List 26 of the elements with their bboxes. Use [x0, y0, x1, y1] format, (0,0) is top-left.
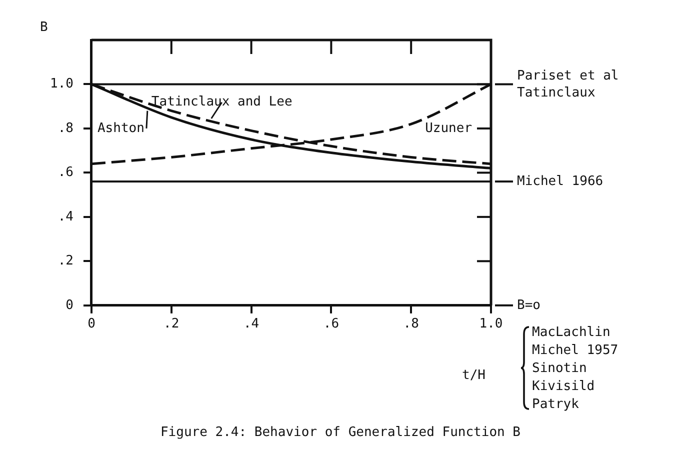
x-tick-label: .2	[164, 316, 180, 332]
y-tick-label: .8	[58, 120, 74, 136]
text: Sinotin	[532, 360, 588, 378]
x-tick-label: 0	[88, 316, 96, 332]
y-axis-title: B	[40, 20, 48, 35]
y-tick-label: 1.0	[50, 76, 74, 92]
y-tick-label: .4	[58, 209, 74, 224]
ref-line-label: Pariset et al Tatinclaux	[517, 68, 619, 101]
y-tick-label: .6	[58, 165, 74, 180]
series-label: Uzuner	[425, 120, 472, 136]
text: MacLachlin	[532, 324, 612, 342]
text: Figure 2.4: Behavior of Generalized Function B	[159, 425, 522, 440]
ref-line-label: Michel 1966	[517, 174, 604, 189]
y-tick-label: .2	[58, 254, 74, 269]
x-axis-title: t/H	[462, 368, 486, 383]
series-label: Ashton	[97, 120, 144, 136]
x-tick-label: .4	[243, 316, 260, 332]
ref-line-label: B=o	[517, 298, 540, 313]
text: Kivisild	[532, 378, 596, 396]
x-tick-label: 1.0	[479, 316, 503, 332]
y-tick-label: 0	[66, 298, 74, 313]
x-tick-label: .6	[323, 316, 340, 332]
text: Patryk	[532, 396, 580, 414]
text: Michel 1957	[532, 342, 618, 360]
x-tick-label: .8	[403, 316, 419, 332]
series-label: Tatinclaux and Lee	[151, 94, 292, 110]
